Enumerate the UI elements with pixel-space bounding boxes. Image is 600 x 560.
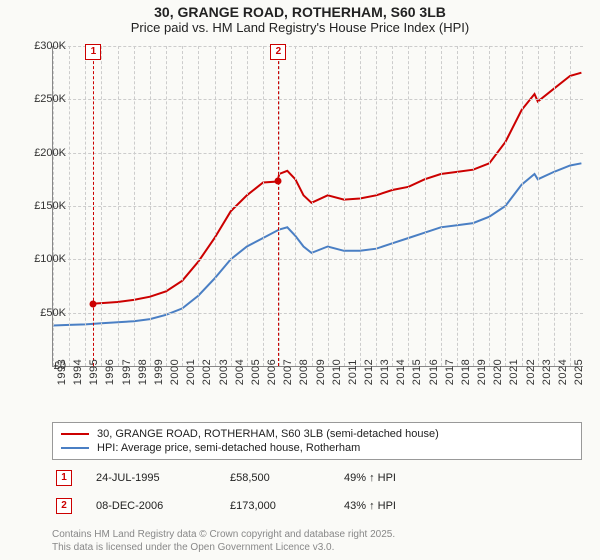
x-axis-label: 1997	[121, 359, 133, 385]
chart-title: 30, GRANGE ROAD, ROTHERHAM, S60 3LB	[0, 0, 600, 20]
x-axis-label: 2002	[201, 359, 213, 385]
price-marker-dot	[275, 178, 282, 185]
event-date: 24-JUL-1995	[96, 472, 206, 484]
price-marker-dot	[90, 300, 97, 307]
legend-label: HPI: Average price, semi-detached house,…	[97, 442, 360, 454]
x-axis-label: 2021	[508, 359, 520, 385]
reference-marker-box: 1	[85, 44, 101, 60]
y-axis-label: £250K	[18, 93, 66, 105]
x-axis-label: 2020	[492, 359, 504, 385]
x-axis-label: 2001	[185, 359, 197, 385]
x-axis-label: 2014	[395, 359, 407, 385]
y-axis-label: £100K	[18, 253, 66, 265]
x-axis-label: 2009	[315, 359, 327, 385]
legend-row: HPI: Average price, semi-detached house,…	[61, 441, 573, 455]
legend-row: 30, GRANGE ROAD, ROTHERHAM, S60 3LB (sem…	[61, 427, 573, 441]
series-line	[53, 163, 581, 325]
x-axis-label: 1994	[72, 359, 84, 385]
reference-line	[278, 46, 279, 366]
price-events-table: 1 24-JUL-1995 £58,500 49% ↑ HPI 2 08-DEC-2006…	[52, 464, 582, 520]
x-axis-label: 2018	[460, 359, 472, 385]
event-ref-box: 2	[56, 498, 72, 514]
x-axis-label: 2000	[169, 359, 181, 385]
x-axis-label: 2013	[379, 359, 391, 385]
y-axis-label: £150K	[18, 200, 66, 212]
x-axis-label: 2024	[557, 359, 569, 385]
footer-attribution: Contains HM Land Registry data © Crown c…	[52, 528, 395, 554]
price-event-row: 2 08-DEC-2006 £173,000 43% ↑ HPI	[52, 492, 582, 520]
x-axis-label: 2012	[363, 359, 375, 385]
footer-line-2: This data is licensed under the Open Gov…	[52, 541, 395, 554]
legend: 30, GRANGE ROAD, ROTHERHAM, S60 3LB (sem…	[52, 422, 582, 460]
chart-subtitle: Price paid vs. HM Land Registry's House …	[0, 20, 600, 41]
x-axis-label: 1998	[137, 359, 149, 385]
x-axis-label: 1999	[153, 359, 165, 385]
y-axis-label: £300K	[18, 40, 66, 52]
x-axis-label: 1995	[88, 359, 100, 385]
event-ref-box: 1	[56, 470, 72, 486]
x-axis-label: 2005	[250, 359, 262, 385]
x-axis-label: 2022	[525, 359, 537, 385]
x-axis-label: 2010	[331, 359, 343, 385]
x-axis-label: 2017	[444, 359, 456, 385]
event-price: £58,500	[230, 472, 320, 484]
x-axis-label: 2004	[234, 359, 246, 385]
x-axis-label: 2007	[282, 359, 294, 385]
x-axis-label: 1996	[104, 359, 116, 385]
event-date: 08-DEC-2006	[96, 500, 206, 512]
x-axis-label: 2006	[266, 359, 278, 385]
x-axis-label: 2023	[541, 359, 553, 385]
reference-line	[93, 46, 94, 366]
chart-plot-area: 12	[52, 46, 583, 367]
event-hpi-pct: 43% ↑ HPI	[344, 500, 396, 512]
event-hpi-pct: 49% ↑ HPI	[344, 472, 396, 484]
price-event-row: 1 24-JUL-1995 £58,500 49% ↑ HPI	[52, 464, 582, 492]
x-axis-label: 2019	[476, 359, 488, 385]
x-axis-label: 2011	[347, 359, 359, 385]
x-axis-label: 2016	[428, 359, 440, 385]
y-axis-label: £200K	[18, 147, 66, 159]
x-axis-label: 2025	[573, 359, 585, 385]
reference-marker-box: 2	[270, 44, 286, 60]
x-axis-label: 2015	[411, 359, 423, 385]
event-price: £173,000	[230, 500, 320, 512]
x-axis-label: 2008	[298, 359, 310, 385]
legend-label: 30, GRANGE ROAD, ROTHERHAM, S60 3LB (sem…	[97, 428, 439, 440]
footer-line-1: Contains HM Land Registry data © Crown c…	[52, 528, 395, 541]
x-axis-label: 2003	[218, 359, 230, 385]
legend-swatch	[61, 447, 89, 449]
legend-swatch	[61, 433, 89, 435]
x-axis-label: 1993	[56, 359, 68, 385]
y-axis-label: £50K	[18, 307, 66, 319]
